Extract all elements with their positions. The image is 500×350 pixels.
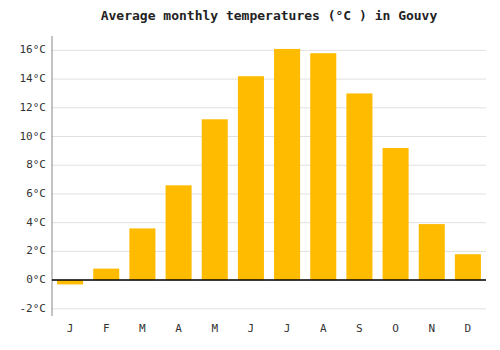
x-tick-label: M [211,322,218,335]
grid-line [52,222,486,223]
bar [346,93,372,280]
x-tick-label: J [67,322,74,335]
y-tick-label: 14°C [20,72,47,85]
bar [166,185,192,280]
x-tick-label: M [139,322,146,335]
x-tick-labels: JFMAMJJASOND [67,322,471,335]
y-tick-label: 16°C [20,43,47,56]
bar [383,148,409,280]
grid-line [52,193,486,194]
chart-svg: -2°C 0°C 2°C 4°C 6°C 8°C 10°C 12°C 14°C 16°C J F M A M… [0,0,500,350]
y-tick-label: 6°C [26,187,46,200]
grid-line [52,165,486,166]
title: Average monthly temperatures (°C ) in Go… [101,8,438,23]
x-tick-label: D [465,322,472,335]
bar [129,228,155,280]
grid-line [52,308,486,309]
y-tick-label: 12°C [20,101,47,114]
x-tick-label: A [175,322,182,335]
y-tick-label: 10°C [20,130,47,143]
grid-line [52,50,486,51]
x-tick-label: J [284,322,291,335]
x-tick-label: A [320,322,327,335]
grid [52,50,486,308]
bar [238,76,264,280]
y-tick-label: -2°C [20,302,47,315]
y-tick-label: 4°C [26,216,46,229]
x-tick-label: O [392,322,399,335]
y-axis-line [52,36,53,316]
bar [419,224,445,280]
zero-line [52,279,486,281]
grid-line [52,79,486,80]
bar [93,269,119,280]
grid-line [52,107,486,108]
y-tick-label: 0°C [26,273,46,286]
x-tick-label: S [356,322,363,335]
x-tick-label: N [428,322,435,335]
bars [57,49,481,284]
y-tick-labels: -2°C 0°C 2°C 4°C 6°C 8°C 10°C 12°C 14°C 16°C [20,43,47,314]
y-tick-label: 8°C [26,158,46,171]
grid-line [52,280,486,281]
chart-container: -2°C 0°C 2°C 4°C 6°C 8°C 10°C 12°C 14°C 16°C J F M A M… [0,0,500,350]
x-tick-label: J [248,322,255,335]
bar [310,53,336,280]
bar [202,119,228,280]
bar [274,49,300,280]
bar [455,254,481,280]
grid-line [52,136,486,137]
x-tick-label: F [103,322,110,335]
y-tick-label: 2°C [26,244,46,257]
